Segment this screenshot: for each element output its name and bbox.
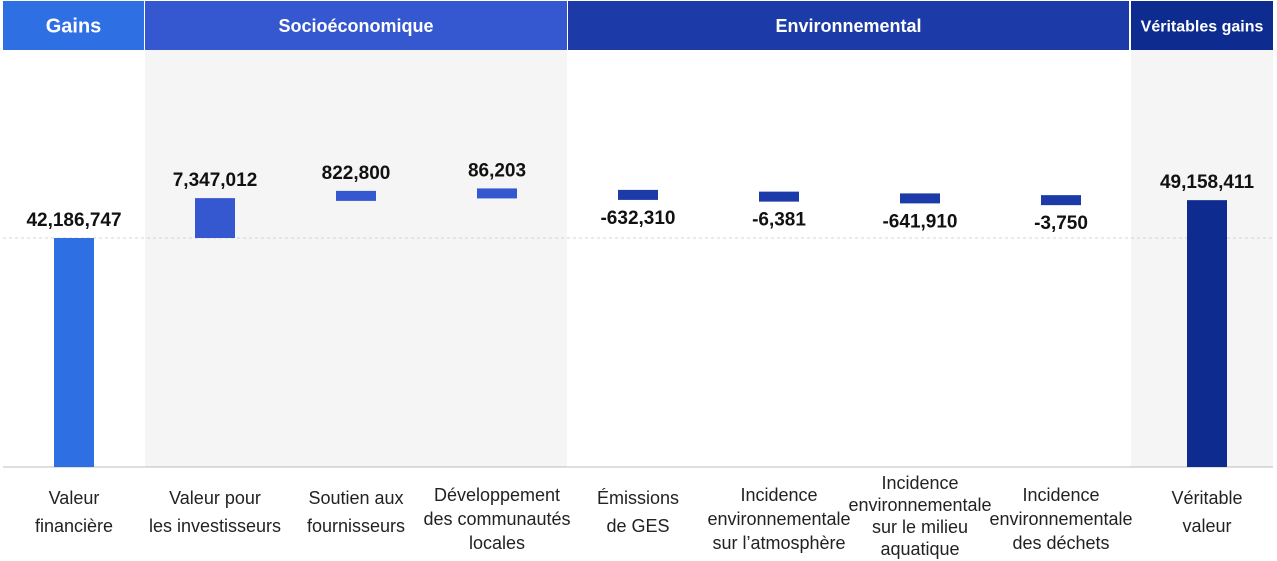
category-label-4-line-1: de GES <box>606 516 669 536</box>
category-label-2-line-1: fournisseurs <box>307 516 405 536</box>
value-label-6: -641,910 <box>882 211 957 232</box>
category-label-5-line-2: sur l’atmosphère <box>712 533 845 553</box>
header-label-1: Socioéconomique <box>278 16 433 36</box>
header-cell-1 <box>145 1 567 50</box>
bar-2 <box>336 190 376 201</box>
header-cell-3 <box>1131 1 1273 50</box>
category-label-7-line-2: des déchets <box>1012 533 1109 553</box>
category-label-6-line-1: environnementale <box>848 495 991 515</box>
value-label-8: 49,158,411 <box>1160 172 1254 193</box>
bar-6 <box>900 193 940 204</box>
band-socioeconomic <box>145 50 567 467</box>
bar-8 <box>1187 200 1227 467</box>
bar-5 <box>759 191 799 202</box>
category-label-8-line-1: valeur <box>1182 516 1231 536</box>
category-label-8-line-0: Véritable <box>1171 488 1242 508</box>
bars <box>54 188 1227 467</box>
value-label-3: 86,203 <box>468 160 526 181</box>
bar-3 <box>477 188 517 199</box>
group-bands <box>145 50 1273 467</box>
value-label-5: -6,381 <box>752 210 806 231</box>
category-label-3-line-1: des communautés <box>423 509 570 529</box>
bar-1 <box>195 198 235 238</box>
bar-4 <box>618 189 658 200</box>
category-label-3-line-2: locales <box>469 533 525 553</box>
value-labels: 42,186,747 7,347,012 822,800 86,203 -632,310… <box>26 160 1254 234</box>
value-label-0: 42,186,747 <box>26 210 121 231</box>
header-cell-2 <box>568 1 1129 50</box>
category-label-7-line-0: Incidence <box>1022 485 1099 505</box>
category-labels: Valeur financière Valeur pour les investiss… <box>35 473 1243 559</box>
category-label-0-line-1: financière <box>35 516 113 536</box>
category-label-5-line-0: Incidence <box>740 485 817 505</box>
header-label-2: Environnemental <box>775 16 921 36</box>
value-label-7: -3,750 <box>1034 213 1088 234</box>
header-row: Gains Socioéconomique Environnemental Vérit… <box>3 1 1273 50</box>
category-label-0-line-0: Valeur <box>49 488 100 508</box>
category-label-2-line-0: Soutien aux <box>308 488 403 508</box>
header-label-0: Gains <box>46 16 102 38</box>
value-label-1: 7,347,012 <box>173 170 258 191</box>
category-label-6-line-3: aquatique <box>880 539 959 559</box>
header-cell-0 <box>3 1 144 50</box>
category-label-6-line-0: Incidence <box>881 473 958 493</box>
category-label-3-line-0: Développement <box>434 485 560 505</box>
category-label-7-line-1: environnementale <box>989 509 1132 529</box>
category-label-1-line-0: Valeur pour <box>169 488 261 508</box>
value-label-4: -632,310 <box>600 208 675 229</box>
category-label-4-line-0: Émissions <box>597 488 679 508</box>
category-label-6-line-2: sur le milieu <box>872 517 968 537</box>
category-label-5-line-1: environnementale <box>707 509 850 529</box>
header-label-3: Véritables gains <box>1141 18 1264 35</box>
bar-0 <box>54 238 94 467</box>
bar-7 <box>1041 195 1081 206</box>
category-label-1-line-1: les investisseurs <box>149 516 281 536</box>
value-label-2: 822,800 <box>322 163 391 184</box>
